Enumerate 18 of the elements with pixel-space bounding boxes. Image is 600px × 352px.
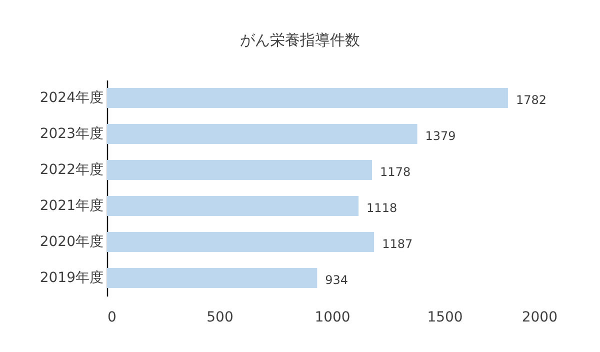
- chart-title: がん栄養指導件数: [240, 31, 360, 49]
- y-tick-label: 2021年度: [40, 198, 104, 214]
- data-label: 1178: [380, 165, 411, 179]
- x-tick-label: 1000: [314, 310, 350, 326]
- y-tick-label: 2022年度: [40, 162, 104, 178]
- y-tick-label: 2020年度: [40, 234, 104, 250]
- x-tick-label: 500: [206, 310, 234, 326]
- x-tick-label: 2000: [522, 310, 558, 326]
- data-label: 1782: [516, 93, 546, 107]
- data-label: 1187: [382, 237, 413, 251]
- data-label: 1379: [425, 129, 456, 143]
- y-tick-label: 2023年度: [40, 126, 104, 142]
- x-tick-label: 1500: [427, 310, 463, 326]
- x-tick-label: 0: [108, 310, 116, 326]
- y-tick-label: 2019年度: [40, 270, 104, 286]
- data-label: 1118: [366, 201, 398, 215]
- data-label: 934: [325, 273, 348, 287]
- y-tick-label: 2024年度: [40, 90, 104, 106]
